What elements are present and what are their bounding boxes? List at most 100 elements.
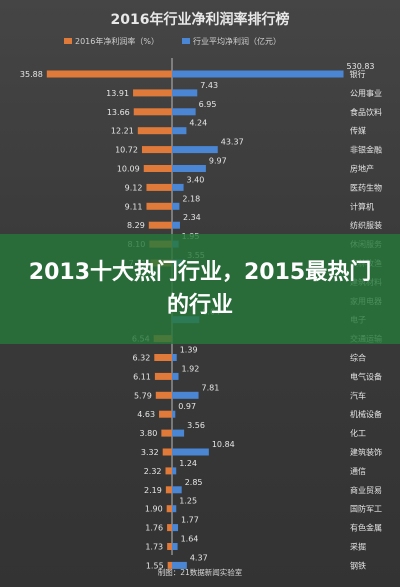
data-label-margin: 35.88 bbox=[20, 70, 43, 79]
category-label: 商业贸易 bbox=[350, 485, 382, 495]
data-label-profit: 3.56 bbox=[187, 421, 205, 430]
bar-margin bbox=[155, 391, 172, 399]
legend-swatch-profit bbox=[182, 38, 190, 44]
bar-profit bbox=[172, 543, 178, 550]
bar-profit bbox=[172, 448, 209, 456]
bar-profit bbox=[172, 202, 180, 210]
bar-profit bbox=[172, 165, 206, 172]
category-label: 通信 bbox=[350, 466, 366, 476]
data-label-profit: 1.64 bbox=[181, 535, 199, 544]
legend-label-margin: 2016年净利润率（%） bbox=[75, 36, 159, 46]
data-label-profit: 1.25 bbox=[179, 497, 197, 506]
data-label-margin: 9.11 bbox=[125, 202, 143, 211]
bar-margin bbox=[133, 89, 172, 97]
data-label-profit: 43.37 bbox=[221, 138, 244, 147]
bar-margin bbox=[141, 146, 172, 154]
bar-profit bbox=[172, 410, 176, 418]
data-label-profit: 10.84 bbox=[212, 440, 235, 449]
bar-margin bbox=[154, 354, 172, 361]
category-label: 机械设备 bbox=[350, 409, 382, 419]
data-label-profit: 4.24 bbox=[189, 119, 207, 128]
data-label-margin: 9.12 bbox=[125, 183, 143, 192]
bar-margin bbox=[167, 543, 172, 550]
category-label: 国防军工 bbox=[350, 504, 382, 514]
data-label-profit: 1.77 bbox=[181, 516, 199, 525]
bar-margin bbox=[143, 165, 172, 172]
data-label-profit: 1.39 bbox=[180, 346, 198, 355]
bar-profit bbox=[172, 486, 182, 494]
bar-profit bbox=[172, 221, 180, 229]
bar-margin bbox=[133, 108, 172, 116]
data-label-profit: 7.43 bbox=[200, 81, 218, 90]
data-label-profit: 7.81 bbox=[202, 383, 220, 392]
category-label: 汽车 bbox=[350, 390, 366, 400]
data-label-margin: 13.91 bbox=[106, 89, 129, 98]
data-label-margin: 1.76 bbox=[145, 524, 163, 533]
data-label-margin: 10.72 bbox=[115, 146, 138, 155]
data-label-margin: 6.32 bbox=[132, 354, 150, 363]
bar-margin bbox=[154, 372, 172, 380]
category-label: 房地产 bbox=[350, 164, 374, 174]
bar-profit bbox=[172, 89, 198, 97]
data-label-margin: 5.79 bbox=[134, 391, 152, 400]
data-label-margin: 1.90 bbox=[145, 505, 163, 514]
chart-credit: 制图：21数据新闻实验室 bbox=[158, 567, 243, 577]
data-label-profit: 9.97 bbox=[209, 157, 227, 166]
bar-profit bbox=[172, 108, 196, 116]
data-label-profit: 2.34 bbox=[183, 213, 201, 222]
bar-margin bbox=[146, 202, 172, 210]
bar-profit bbox=[172, 467, 177, 475]
headline-banner: 2013十大热门行业，2015最热门的行业 bbox=[0, 234, 400, 344]
category-label: 食品饮料 bbox=[350, 107, 382, 117]
bar-margin bbox=[161, 429, 172, 437]
bar-profit bbox=[172, 146, 218, 154]
category-label: 有色金属 bbox=[350, 523, 382, 533]
category-label: 纺织服装 bbox=[350, 220, 382, 230]
headline-text: 2013十大热门行业，2015最热门的行业 bbox=[28, 260, 372, 318]
bar-profit bbox=[172, 372, 179, 380]
data-label-profit: 1.92 bbox=[182, 364, 200, 373]
bar-margin bbox=[137, 127, 172, 135]
bar-profit bbox=[172, 391, 199, 399]
data-label-margin: 8.29 bbox=[127, 221, 145, 230]
bar-profit bbox=[172, 70, 344, 78]
bar-margin bbox=[148, 221, 172, 229]
category-label: 化工 bbox=[350, 428, 366, 438]
data-label-profit: 0.97 bbox=[178, 402, 196, 411]
bar-profit bbox=[172, 127, 187, 135]
data-label-margin: 2.19 bbox=[144, 486, 162, 495]
data-label-profit: 530.83 bbox=[347, 62, 375, 71]
data-label-margin: 4.63 bbox=[137, 410, 155, 419]
data-label-profit: 3.40 bbox=[187, 175, 205, 184]
bar-margin bbox=[167, 561, 172, 569]
bar-profit bbox=[172, 354, 177, 361]
bar-margin bbox=[159, 410, 172, 418]
data-label-margin: 1.73 bbox=[145, 543, 163, 552]
legend-swatch-margin bbox=[64, 38, 72, 44]
bar-margin bbox=[167, 524, 172, 532]
category-label: 医药生物 bbox=[350, 182, 382, 192]
data-label-margin: 6.11 bbox=[133, 372, 151, 381]
data-label-margin: 2.32 bbox=[144, 467, 162, 476]
category-label: 非银金融 bbox=[350, 145, 382, 155]
legend: 2016年净利润率（%） 行业平均净利润（亿元） bbox=[64, 36, 281, 46]
bar-profit bbox=[172, 505, 177, 513]
bar-profit bbox=[172, 183, 184, 191]
category-label: 计算机 bbox=[350, 201, 374, 211]
bar-margin bbox=[162, 448, 172, 456]
bar-profit bbox=[172, 524, 179, 532]
legend-label-profit: 行业平均净利润（亿元） bbox=[193, 36, 281, 46]
category-label: 电气设备 bbox=[350, 371, 382, 381]
category-label: 钢铁 bbox=[350, 560, 366, 570]
bar-margin bbox=[46, 70, 172, 78]
data-label-profit: 6.95 bbox=[199, 100, 217, 109]
bar-profit bbox=[172, 561, 187, 569]
data-label-margin: 1.55 bbox=[146, 561, 164, 570]
data-label-profit: 2.85 bbox=[185, 478, 203, 487]
category-label: 银行 bbox=[350, 69, 366, 79]
data-label-margin: 12.21 bbox=[111, 127, 134, 136]
data-label-profit: 4.37 bbox=[190, 553, 208, 562]
chart-title: 2016年行业净利润率排行榜 bbox=[111, 11, 290, 28]
data-label-profit: 2.18 bbox=[182, 194, 200, 203]
